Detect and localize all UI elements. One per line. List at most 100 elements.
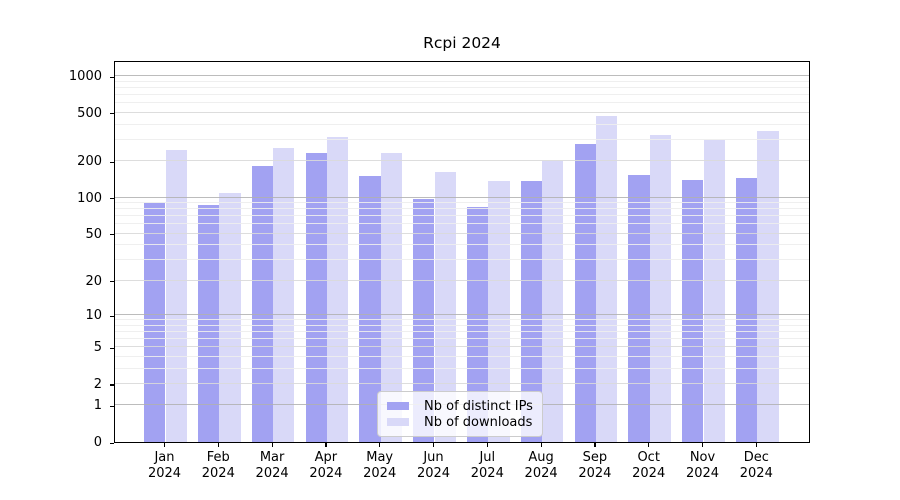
- x-tick-month-jul: Jul: [479, 450, 496, 465]
- y-tick-label-2: 2: [93, 376, 102, 392]
- x-tick-label-dec: Dec 2024: [729, 450, 783, 482]
- x-tick-month-oct: Oct: [637, 450, 660, 465]
- legend-swatch-0: [387, 402, 409, 410]
- bar-downloads-apr: [326, 137, 349, 442]
- bar-ips-jan: [144, 203, 166, 442]
- y-tick-label-5: 5: [93, 340, 102, 356]
- x-tick-label-aug: Aug 2024: [514, 450, 568, 482]
- bar-ips-oct: [628, 174, 650, 442]
- bar-downloads-dec: [757, 130, 779, 442]
- y-tick-label-10: 10: [85, 308, 102, 323]
- x-tick-year-sep: 2024: [578, 466, 612, 481]
- x-tick-month-jun: Jun: [423, 450, 444, 465]
- x-tick-label-nov: Nov 2024: [676, 450, 730, 482]
- bar-downloads-jul: [488, 180, 510, 442]
- bar-ips-mar: [251, 165, 274, 442]
- gridline-300: [115, 138, 809, 140]
- x-tick-month-dec: Dec: [743, 450, 769, 465]
- x-tick-label-jun: Jun 2024: [407, 450, 461, 482]
- y-tick-label-500: 500: [77, 105, 102, 121]
- y-tick-label-200: 200: [77, 154, 102, 170]
- x-tick-month-mar: Mar: [259, 450, 285, 465]
- bar-ips-aug: [520, 181, 543, 442]
- x-tick-year-nov: 2024: [685, 466, 720, 481]
- y-tick-mark-20: [110, 281, 114, 283]
- x-tick-year-dec: 2024: [739, 466, 773, 481]
- gridline-600: [115, 102, 809, 103]
- x-tick-mark-may: [379, 443, 381, 447]
- gridline-50: [115, 232, 809, 234]
- legend: Nb of distinct IPs Nb of downloads: [377, 391, 543, 437]
- bar-downloads-nov: [703, 139, 725, 442]
- gridline-60: [115, 223, 809, 225]
- x-tick-month-feb: Feb: [206, 450, 230, 465]
- y-tick-label-50: 50: [85, 226, 102, 242]
- x-tick-mark-mar: [271, 443, 273, 447]
- bar-ips-nov: [682, 179, 704, 442]
- legend-label-1: Nb of downloads: [424, 414, 533, 430]
- x-tick-mark-jul: [486, 443, 489, 447]
- bar-ips-sep: [574, 143, 596, 442]
- y-tick-mark-100: [110, 198, 114, 200]
- legend-row-0: Nb of distinct IPs: [387, 398, 534, 414]
- gridline-8: [115, 324, 809, 326]
- x-tick-mark-sep: [594, 443, 596, 447]
- bar-ips-apr: [305, 153, 327, 442]
- gridline-700: [115, 93, 809, 95]
- bar-downloads-jun: [434, 171, 456, 442]
- y-tick-mark-5: [110, 347, 114, 349]
- y-tick-mark-1000: [110, 76, 114, 78]
- plot-area: [114, 61, 810, 443]
- y-tick-mark-500: [110, 113, 114, 115]
- bar-downloads-mar: [273, 148, 295, 442]
- y-tick-label-0: 0: [93, 435, 102, 450]
- x-tick-year-feb: 2024: [201, 466, 235, 481]
- gridline-7: [115, 330, 809, 332]
- x-tick-mark-jun: [433, 443, 435, 447]
- x-tick-mark-dec: [755, 443, 758, 447]
- x-tick-year-oct: 2024: [632, 466, 666, 481]
- x-tick-label-mar: Mar 2024: [245, 450, 299, 482]
- y-tick-mark-2: [110, 384, 114, 386]
- x-tick-label-sep: Sep 2024: [568, 450, 622, 482]
- bar-ips-may: [359, 175, 381, 442]
- y-tick-mark-1: [110, 405, 114, 408]
- x-tick-year-mar: 2024: [255, 466, 289, 481]
- gridline-30: [115, 259, 809, 261]
- x-tick-year-jun: 2024: [416, 466, 451, 481]
- x-tick-month-aug: Aug: [528, 450, 554, 465]
- gridline-6: [115, 337, 809, 339]
- x-tick-year-may: 2024: [363, 466, 397, 481]
- gridline-40: [115, 244, 809, 246]
- bar-downloads-jan: [165, 149, 187, 442]
- x-tick-mark-feb: [217, 443, 220, 447]
- y-tick-mark-0: [110, 442, 114, 444]
- gridline-9: [115, 319, 809, 320]
- x-tick-mark-apr: [325, 443, 327, 447]
- gridline-80: [115, 208, 809, 210]
- x-tick-label-jul: Jul 2024: [460, 450, 514, 482]
- x-tick-month-may: May: [366, 450, 394, 465]
- gridline-400: [115, 123, 809, 125]
- x-tick-mark-aug: [540, 443, 542, 447]
- x-tick-label-apr: Apr 2024: [299, 450, 353, 482]
- y-tick-label-20: 20: [85, 273, 102, 289]
- y-tick-label-1000: 1000: [68, 69, 102, 84]
- legend-label-0: Nb of distinct IPs: [424, 398, 533, 414]
- gridline-10: [115, 314, 809, 315]
- x-tick-label-feb: Feb 2024: [191, 450, 245, 482]
- y-tick-label-1: 1: [93, 398, 102, 414]
- gridline-900: [115, 80, 809, 82]
- gridline-20: [115, 279, 809, 281]
- x-tick-month-nov: Nov: [689, 450, 716, 465]
- gridline-3: [115, 367, 809, 369]
- bar-downloads-feb: [219, 192, 241, 442]
- x-tick-label-jan: Jan 2024: [138, 450, 192, 482]
- bar-downloads-may: [380, 152, 403, 442]
- x-tick-label-may: May 2024: [353, 450, 407, 482]
- y-tick-mark-50: [110, 234, 114, 236]
- gridline-800: [115, 86, 809, 88]
- y-tick-label-100: 100: [77, 190, 102, 206]
- gridline-100: [115, 196, 809, 198]
- gridline-90: [115, 202, 809, 203]
